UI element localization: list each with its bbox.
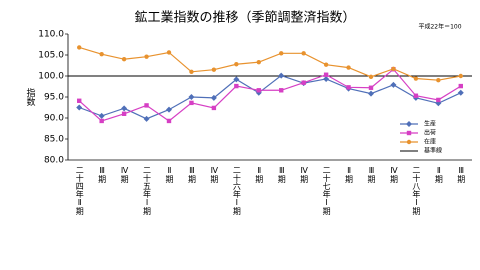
point	[98, 112, 105, 119]
point	[278, 72, 285, 79]
point	[436, 78, 441, 83]
point	[211, 105, 217, 111]
y-tick-label: 95.0	[44, 93, 64, 103]
x-tick-label: Ⅲ期	[187, 166, 197, 183]
legend-marker	[406, 139, 412, 145]
series-line	[79, 74, 462, 120]
legend-label: 出荷	[424, 129, 436, 137]
x-tick-label: Ⅱ期	[434, 166, 444, 183]
y-tick-label: 80.0	[44, 156, 64, 166]
x-tick-label: Ⅲ期	[277, 166, 287, 183]
y-tick-label: 85.0	[44, 135, 64, 145]
legend-marker	[406, 130, 412, 136]
point	[256, 59, 261, 65]
point	[457, 89, 464, 96]
y-tick-label: 105.0	[38, 51, 64, 61]
point	[166, 50, 172, 55]
point	[77, 98, 82, 103]
y-tick-label: 110.0	[38, 30, 64, 40]
point	[210, 94, 217, 101]
x-tick-label: 二十五年Ⅰ期	[142, 166, 152, 215]
point	[234, 62, 239, 67]
point	[391, 66, 396, 72]
point	[144, 103, 149, 108]
x-tick-label: Ⅳ期	[120, 166, 130, 183]
x-tick-label: Ⅲ期	[456, 166, 466, 183]
point	[301, 51, 306, 56]
point	[323, 72, 329, 77]
x-tick-label: Ⅲ期	[97, 166, 107, 183]
point	[301, 80, 306, 85]
point	[323, 62, 329, 67]
point	[188, 94, 195, 100]
legend-label: 生産	[424, 120, 436, 128]
point	[436, 97, 441, 103]
point	[413, 76, 419, 81]
x-tick-label: 二十七年Ⅰ期	[322, 166, 332, 215]
x-tick-label: Ⅳ期	[389, 166, 399, 183]
point	[99, 118, 104, 124]
x-tick-label: 二十六年Ⅰ期	[232, 166, 242, 215]
point	[458, 83, 463, 89]
y-tick-label: 90.0	[44, 114, 64, 124]
point	[346, 85, 351, 90]
y-axis-label: 指数	[25, 87, 36, 107]
x-tick-label: 二十八年Ⅰ期	[411, 166, 421, 215]
point	[390, 81, 397, 88]
legend-label: 在庫	[424, 138, 436, 146]
point	[279, 88, 284, 93]
x-tick-label: Ⅱ期	[254, 166, 264, 183]
point	[368, 85, 374, 90]
point	[121, 105, 128, 112]
point	[256, 88, 261, 93]
point	[346, 65, 351, 70]
point	[279, 51, 284, 56]
x-tick-label: Ⅱ期	[165, 166, 174, 183]
point	[143, 115, 150, 122]
point	[211, 67, 217, 72]
chart-subtitle: 平成22年＝100	[418, 23, 461, 31]
point	[368, 90, 374, 97]
point	[413, 93, 419, 98]
point	[189, 100, 194, 106]
point	[144, 54, 149, 59]
point	[189, 69, 194, 75]
chart-title: 鉱工業指数の推移（季節調整済指数）	[134, 10, 355, 26]
point	[166, 106, 172, 113]
point	[234, 83, 239, 89]
y-tick-label: 100.0	[38, 72, 64, 82]
point	[99, 51, 104, 57]
x-tick-label: Ⅳ期	[209, 166, 219, 183]
point	[458, 73, 463, 79]
x-tick-label: Ⅳ期	[299, 166, 309, 183]
x-tick-label: Ⅱ期	[344, 166, 354, 183]
legend-marker	[406, 121, 412, 127]
point	[77, 45, 82, 50]
point	[233, 76, 240, 83]
point	[323, 75, 330, 82]
series-line	[78, 68, 462, 122]
point	[166, 118, 172, 124]
x-tick-label: 二十四年Ⅱ期	[75, 166, 85, 215]
series-line	[79, 46, 461, 81]
point	[121, 57, 127, 62]
point	[76, 104, 83, 111]
x-tick-label: Ⅲ期	[367, 166, 376, 183]
legend-label: 基準線	[424, 147, 442, 155]
point	[121, 111, 127, 116]
point	[368, 74, 374, 80]
